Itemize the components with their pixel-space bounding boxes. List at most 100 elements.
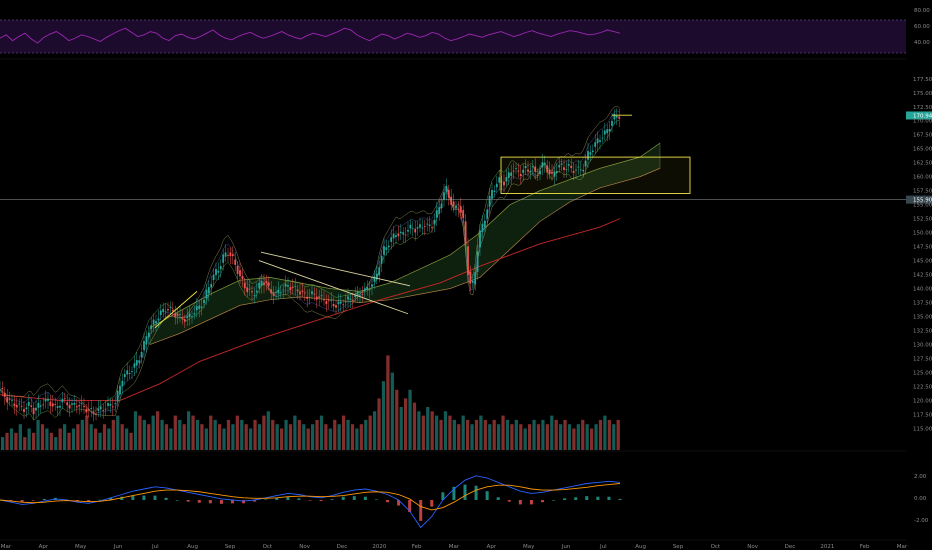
macd-hist-bar bbox=[363, 496, 367, 500]
candle-body bbox=[63, 398, 66, 400]
range-box[interactable] bbox=[500, 156, 691, 194]
volume-bar bbox=[262, 415, 266, 450]
price-tick-label: 165.00 bbox=[913, 147, 932, 153]
candle-body bbox=[582, 169, 585, 172]
candle-body bbox=[224, 252, 227, 257]
volume-bar bbox=[550, 415, 554, 450]
candle-body bbox=[332, 303, 335, 307]
candle-body bbox=[248, 288, 251, 290]
macd-hist-bar bbox=[264, 499, 268, 501]
volume-bar bbox=[435, 415, 439, 450]
price-tick-label: 137.50 bbox=[913, 301, 932, 307]
volume-bar bbox=[5, 432, 9, 450]
candle-body bbox=[193, 313, 196, 315]
candle-body bbox=[361, 294, 364, 296]
macd-line bbox=[0, 475, 621, 529]
rsi-tick-label: 80.00 bbox=[914, 8, 930, 14]
candle-body bbox=[366, 287, 369, 290]
candle-body bbox=[107, 403, 109, 406]
candle-body bbox=[433, 219, 436, 225]
volume-bar bbox=[408, 389, 412, 450]
volume-bar bbox=[430, 411, 434, 450]
volume-bar bbox=[40, 424, 45, 450]
trend-line[interactable] bbox=[154, 291, 198, 329]
candle-body bbox=[231, 254, 234, 257]
candle-body bbox=[541, 162, 544, 168]
macd-hist-bar bbox=[297, 498, 301, 500]
volume-bar bbox=[80, 419, 84, 450]
volume-bar bbox=[284, 419, 288, 450]
hline-price-label: 155.90 bbox=[913, 198, 932, 204]
candle-body bbox=[351, 299, 354, 301]
candle-body bbox=[0, 389, 1, 391]
candle-body bbox=[354, 295, 357, 298]
candle-body bbox=[476, 251, 479, 272]
candle-body bbox=[440, 203, 443, 209]
candle-body bbox=[253, 294, 256, 296]
candle-body bbox=[61, 398, 64, 403]
macd-panel[interactable]: 2.00 0.00 -2.00 bbox=[0, 474, 929, 529]
candle-body bbox=[35, 407, 37, 411]
price-axis: 177.50 175.00 172.50 170.00 167.50 165.00 162.… bbox=[913, 77, 932, 433]
time-tick-label: Apr bbox=[39, 544, 49, 550]
candle-body bbox=[181, 317, 184, 320]
price-tick-label: 175.00 bbox=[913, 91, 932, 97]
price-tick-label: 135.00 bbox=[913, 315, 932, 321]
volume-bar bbox=[244, 424, 248, 450]
macd-hist-bar bbox=[275, 497, 279, 500]
candle-body bbox=[371, 284, 373, 287]
rsi-panel[interactable]: 80.00 60.00 40.00 bbox=[0, 8, 930, 54]
last-price-badge bbox=[906, 111, 932, 120]
price-tick-label: 152.50 bbox=[913, 217, 932, 223]
candle-body bbox=[584, 160, 587, 167]
macd-hist-bar bbox=[76, 500, 79, 502]
candle-body bbox=[11, 400, 13, 401]
candle-body bbox=[121, 380, 124, 387]
candle-body bbox=[356, 291, 359, 295]
candle-body bbox=[258, 282, 261, 289]
macd-hist-bar bbox=[219, 500, 223, 504]
candle-body bbox=[575, 169, 577, 171]
volume-bar bbox=[355, 428, 359, 450]
candle-body bbox=[479, 230, 481, 248]
macd-hist-bar bbox=[541, 500, 544, 503]
macd-hist-bar bbox=[552, 500, 556, 501]
volume-bar bbox=[519, 424, 523, 450]
candle-body bbox=[147, 332, 150, 338]
price-panel[interactable]: 170.94 155.90 177.50 175.00 172.50 170.00 167… bbox=[0, 77, 932, 450]
volume-bar bbox=[563, 419, 567, 450]
candle-body bbox=[85, 409, 88, 413]
candle-body bbox=[183, 319, 186, 322]
candle-body bbox=[109, 403, 112, 406]
macd-hist-bar bbox=[408, 500, 412, 513]
volume-bar bbox=[510, 424, 514, 450]
candle-body bbox=[563, 167, 565, 170]
candle-body bbox=[387, 245, 390, 248]
candle-body bbox=[445, 185, 448, 193]
candle-body bbox=[291, 286, 294, 288]
candle-body bbox=[529, 170, 532, 173]
candle-body bbox=[611, 120, 613, 126]
trend-line[interactable] bbox=[260, 251, 411, 287]
macd-hist-bar bbox=[507, 500, 511, 502]
volume-bar bbox=[576, 424, 580, 450]
candle-body bbox=[385, 247, 388, 250]
candle-body bbox=[207, 287, 210, 294]
candle-body bbox=[522, 169, 525, 173]
candle-body bbox=[426, 223, 429, 225]
volume-bar bbox=[218, 424, 222, 450]
trend-line[interactable] bbox=[258, 260, 409, 315]
candle-body bbox=[409, 224, 412, 229]
time-tick-label: Dec bbox=[785, 544, 796, 550]
price-tick-label: 117.50 bbox=[913, 412, 932, 418]
candle-body bbox=[246, 287, 249, 293]
price-tick-label: 167.50 bbox=[913, 133, 932, 139]
volume-bar bbox=[14, 432, 18, 450]
candle-body bbox=[83, 406, 85, 408]
candle-body bbox=[138, 360, 141, 363]
volume-bar bbox=[545, 424, 549, 450]
candle-body bbox=[260, 280, 263, 286]
volume-bar bbox=[492, 419, 496, 450]
volume-bar bbox=[209, 415, 213, 450]
